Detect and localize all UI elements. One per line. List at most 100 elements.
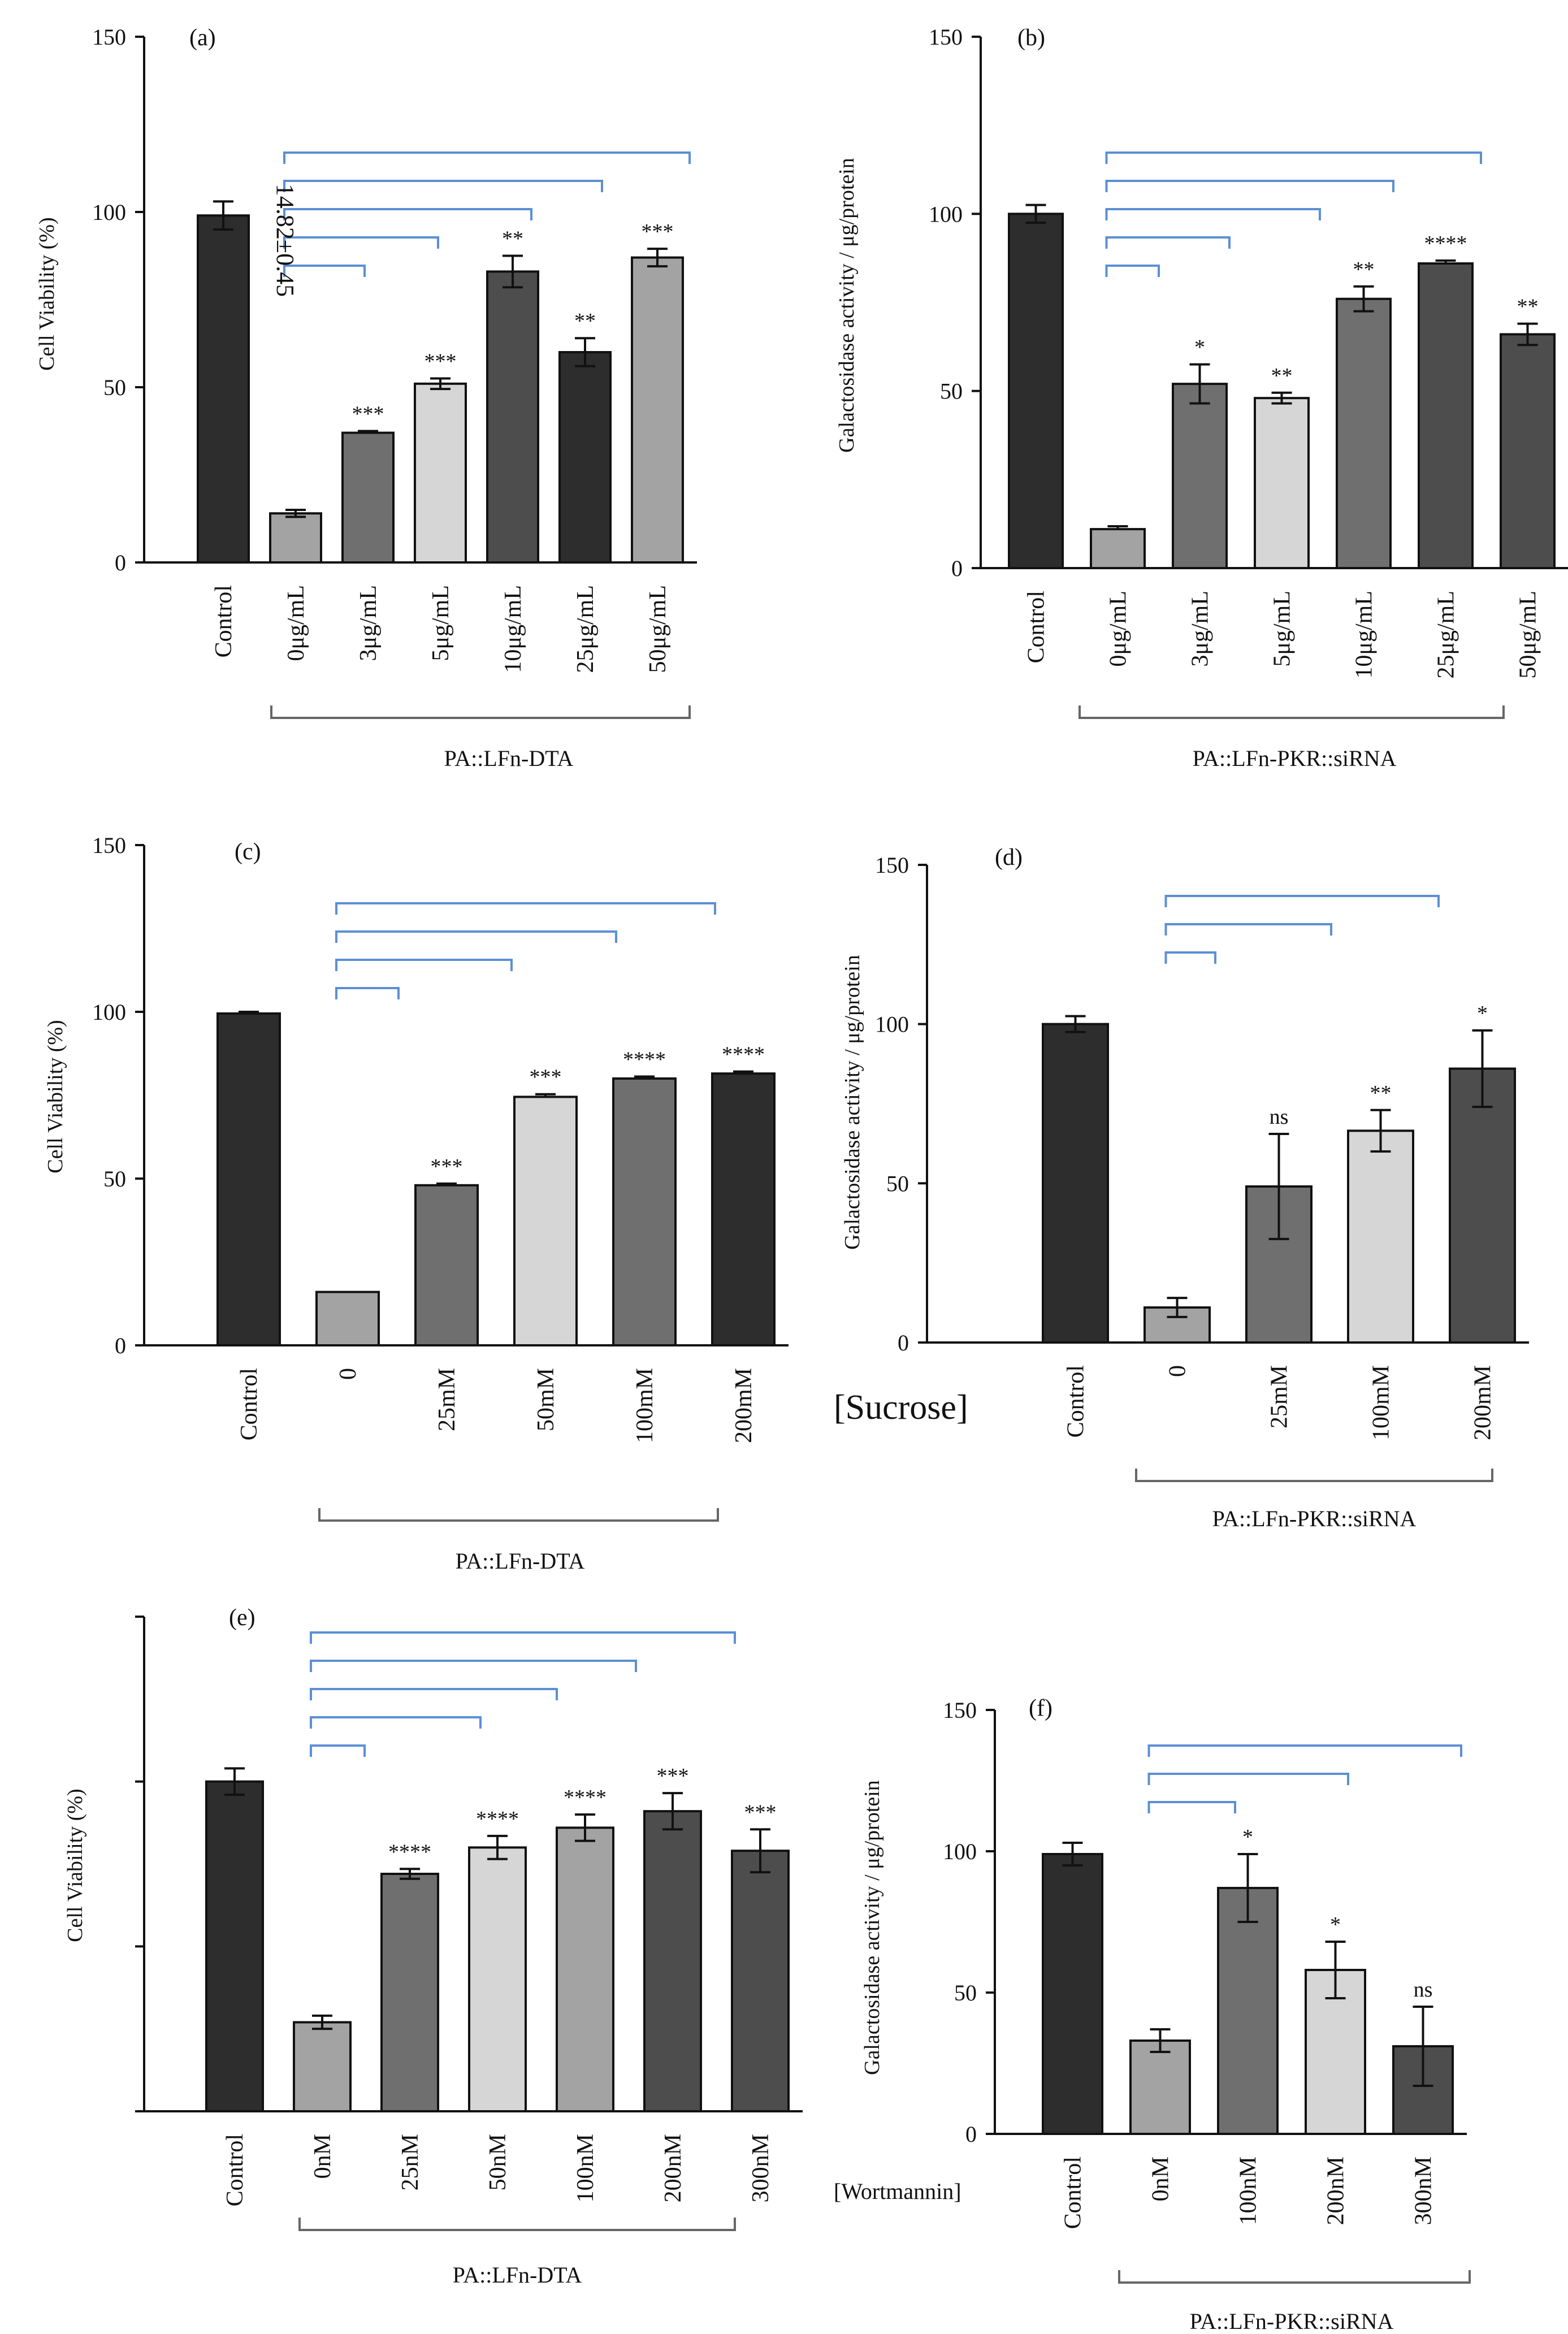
bar-c-4 xyxy=(612,1077,677,1346)
significance-label-b-2: * xyxy=(1194,336,1205,360)
comparison-bracket-e-5 xyxy=(310,1660,637,1672)
y-tick-label-f: 100 xyxy=(943,1839,977,1864)
comparison-bracket-f-2 xyxy=(1147,1801,1236,1813)
bar-b-5 xyxy=(1418,262,1474,570)
x-tick-label-b-5: 25μg/mL xyxy=(1433,591,1459,679)
y-tick-label-c: 100 xyxy=(92,999,126,1025)
significance-label-b-4: ** xyxy=(1353,258,1375,282)
y-tick-label-d: 150 xyxy=(875,852,909,878)
group-label-e: PA::LFn-DTA xyxy=(453,2262,582,2288)
significance-label-a-2: *** xyxy=(352,402,384,426)
y-axis-title-d: Galactosidase activity / μg/protein xyxy=(841,955,864,1250)
bar-b-3 xyxy=(1254,397,1310,569)
chart-panel-e: (e) Cell Viability (%) Control 0nM **** 25nM *… xyxy=(63,1605,961,2288)
x-tick-label-f-1: 0nM xyxy=(1148,2157,1174,2201)
bar-a-3 xyxy=(414,382,467,564)
panel-label-f: (f) xyxy=(1029,1695,1052,1721)
comparison-bracket-b-3 xyxy=(1105,236,1231,249)
x-tick-label-f-3: 200nM xyxy=(1323,2157,1349,2225)
y-tick-label-a: 150 xyxy=(92,24,126,50)
x-tick-label-a-3: 5μg/mL xyxy=(428,585,454,661)
y-tick-label-c: 150 xyxy=(92,833,126,858)
comparison-bracket-a-3 xyxy=(283,236,439,249)
comparison-bracket-d-3 xyxy=(1164,923,1332,936)
bar-a-4 xyxy=(486,270,539,564)
y-tick-label-c: 0 xyxy=(115,1333,126,1358)
panel-label-d: (d) xyxy=(995,845,1023,871)
y-axis-title-e: Cell Viability (%) xyxy=(63,1789,87,1942)
significance-label-e-6: *** xyxy=(744,1800,777,1824)
comparison-bracket-a-4 xyxy=(283,208,532,220)
bar-a-5 xyxy=(558,351,612,564)
bar-f-0 xyxy=(1042,1853,1103,2135)
comparison-bracket-d-4 xyxy=(1164,895,1440,907)
bar-f-1 xyxy=(1129,2039,1191,2135)
x-tick-label-a-2: 3μg/mL xyxy=(356,585,382,661)
y-tick-label-f: 150 xyxy=(943,1698,977,1723)
significance-label-a-6: *** xyxy=(642,220,674,244)
panel-label-b: (b) xyxy=(1017,25,1045,51)
x-tick-label-d-4: 200mM xyxy=(1470,1365,1496,1440)
x-tick-label-b-1: 0μg/mL xyxy=(1106,591,1132,667)
comparison-bracket-b-5 xyxy=(1105,180,1394,192)
annotation-a: 14.82±0.45 xyxy=(271,184,299,297)
comparison-bracket-a-5 xyxy=(283,180,603,192)
chart-panel-d: (d) 0 50 100 150 Galactosidase activity / μg/… xyxy=(841,845,1529,1531)
comparison-bracket-a-6 xyxy=(283,151,691,164)
bar-b-6 xyxy=(1500,333,1556,570)
significance-label-a-5: ** xyxy=(574,309,596,333)
x-tick-label-d-0: Control xyxy=(1063,1365,1089,1437)
y-tick-label-b: 0 xyxy=(951,556,963,581)
comparison-bracket-b-6 xyxy=(1105,151,1482,164)
x-tick-label-c-1: 0 xyxy=(335,1368,361,1380)
y-tick-label-f: 0 xyxy=(965,2121,977,2147)
x-tick-label-b-3: 5μg/mL xyxy=(1270,591,1296,667)
bar-a-1 xyxy=(269,512,322,564)
group-brace-f xyxy=(1118,2270,1471,2284)
significance-label-e-5: *** xyxy=(657,1764,689,1788)
significance-label-b-5: **** xyxy=(1424,232,1467,256)
bar-d-0 xyxy=(1042,1023,1109,1344)
group-label-b: PA::LFn-PKR::siRNA xyxy=(1193,746,1397,771)
x-tick-label-f-2: 100nM xyxy=(1236,2157,1262,2225)
bar-b-0 xyxy=(1008,213,1064,570)
group-label-f: PA::LFn-PKR::siRNA xyxy=(1190,2309,1394,2334)
x-tick-label-d-1: 0 xyxy=(1165,1365,1191,1377)
significance-label-d-4: * xyxy=(1477,1002,1488,1025)
significance-label-c-5: **** xyxy=(722,1043,765,1067)
significance-label-b-3: ** xyxy=(1271,364,1293,388)
comparison-bracket-e-2 xyxy=(310,1744,366,1757)
x-tick-label-c-3: 50mM xyxy=(533,1368,559,1431)
significance-label-c-2: *** xyxy=(431,1155,463,1179)
y-axis-title-b: Galactosidase activity / μg/protein xyxy=(835,158,859,453)
bar-c-5 xyxy=(711,1072,776,1347)
y-tick-label-a: 50 xyxy=(103,375,126,400)
significance-label-f-2: * xyxy=(1242,1825,1253,1849)
y-tick-label-d: 50 xyxy=(886,1171,909,1196)
x-tick-label-a-4: 10μg/mL xyxy=(500,585,526,673)
x-tick-label-b-2: 3μg/mL xyxy=(1188,591,1214,667)
x-tick-label-c-5: 200mM xyxy=(731,1368,757,1443)
x-tick-label-b-6: 50μg/mL xyxy=(1515,591,1541,679)
y-tick-label-b: 50 xyxy=(940,379,963,404)
bar-a-2 xyxy=(341,431,395,564)
bar-e-6 xyxy=(731,1850,790,2113)
treatment-label-c: [Sucrose] xyxy=(834,1388,968,1427)
significance-label-e-2: **** xyxy=(388,1840,431,1864)
significance-label-a-3: *** xyxy=(425,350,457,374)
significance-label-c-4: **** xyxy=(623,1047,666,1071)
bar-d-3 xyxy=(1347,1129,1414,1344)
bar-f-2 xyxy=(1217,1887,1279,2135)
bar-e-5 xyxy=(643,1810,702,2113)
bar-e-4 xyxy=(556,1826,614,2112)
x-tick-label-e-6: 300nM xyxy=(748,2134,774,2202)
group-label-c: PA::LFn-DTA xyxy=(456,1548,585,1574)
y-axis-title-f: Galactosidase activity / μg/protein xyxy=(860,1780,884,2075)
group-label-d: PA::LFn-PKR::siRNA xyxy=(1212,1506,1417,1531)
x-tick-label-f-4: 300nM xyxy=(1411,2157,1437,2225)
comparison-bracket-e-6 xyxy=(310,1631,736,1644)
y-tick-label-a: 0 xyxy=(115,550,126,575)
group-brace-e xyxy=(298,2218,736,2231)
x-tick-label-a-6: 50μg/mL xyxy=(645,585,671,673)
chart-panel-f: (f) 0 50 100 150 Galactosidase activity / μg/… xyxy=(860,1695,1471,2334)
